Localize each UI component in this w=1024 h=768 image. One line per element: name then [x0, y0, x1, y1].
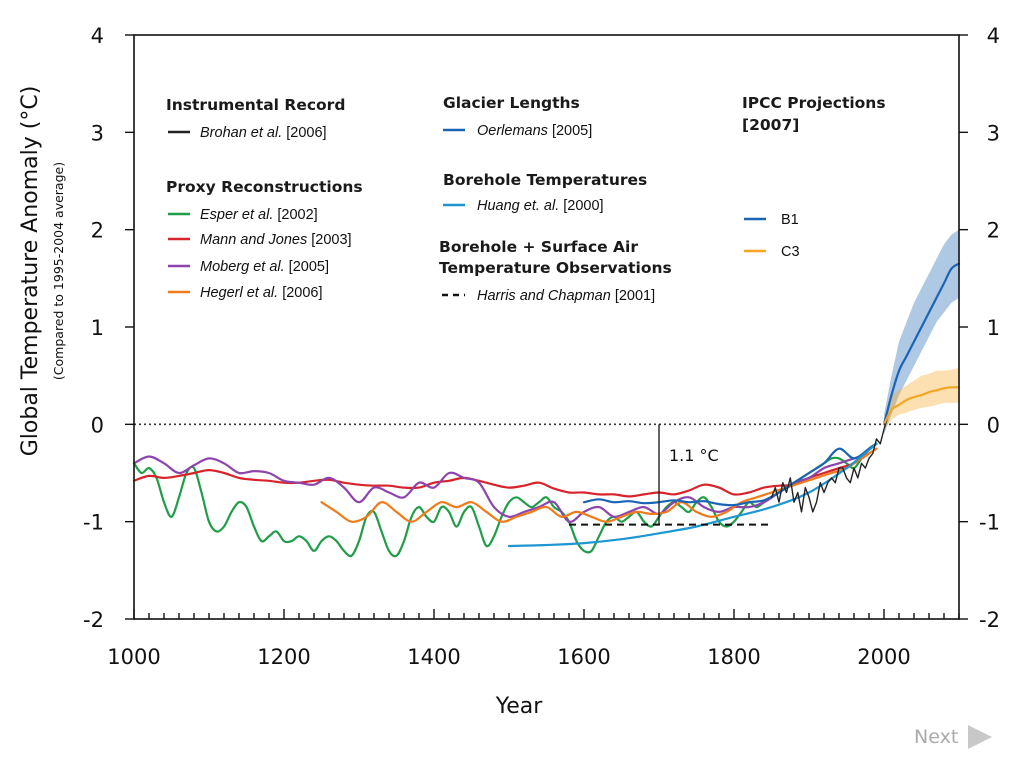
x-tick-label: 1400	[407, 645, 460, 669]
legend-label: Oerlemans [2005]	[477, 123, 592, 139]
legend-group-instrumental-record: Instrumental Record Brohan et al. [2006]	[166, 96, 345, 141]
y-tick-label-left: 1	[91, 316, 104, 340]
x-tick-label: 1000	[107, 645, 160, 669]
x-tick-label: 1200	[257, 645, 310, 669]
y-tick-label-right: 3	[987, 121, 1000, 145]
y-tick-label-right: -1	[979, 511, 1000, 535]
legend-heading: Borehole + Surface Air	[439, 238, 638, 256]
legend-label: Moberg et al. [2005]	[200, 259, 329, 275]
band-c3	[884, 367, 959, 430]
y-tick-label-left: 3	[91, 121, 104, 145]
projection-uncertainty-bands	[884, 229, 959, 435]
legend-group-glacier-lengths: Glacier Lengths Oerlemans [2005]	[443, 94, 592, 139]
legend-group-ipcc-projections: IPCC Projections [2007] B1 C3	[742, 94, 886, 260]
legend-heading: Glacier Lengths	[443, 94, 580, 112]
legend-heading: Instrumental Record	[166, 96, 345, 114]
y-tick-label-left: 4	[91, 24, 104, 48]
series-brohan-et-al-2006	[770, 418, 888, 513]
legend-label: Brohan et al. [2006]	[200, 125, 327, 141]
x-tick-label: 1800	[707, 645, 760, 669]
y-tick-label-right: -2	[979, 608, 1000, 632]
series-esper-et-al-2002	[132, 442, 878, 558]
y-tick-label-right: 2	[987, 219, 1000, 243]
legend-label: Hegerl et al. [2006]	[200, 285, 323, 301]
legend-heading: Borehole Temperatures	[443, 171, 647, 189]
series-mann-and-jones-2003	[132, 452, 871, 498]
legend: Instrumental Record Brohan et al. [2006] P…	[166, 94, 886, 304]
y-tick-label-right: 0	[987, 413, 1000, 437]
annotation-label: 1.1 °C	[669, 446, 719, 465]
y-axis-title: Global Temperature Anomaly (°C)	[18, 86, 43, 457]
series-oerlemans-2005	[582, 442, 878, 507]
series-moberg-et-al-2005	[132, 452, 871, 523]
y-tick-label-left: 0	[91, 413, 104, 437]
legend-label: B1	[781, 212, 799, 228]
y-tick-label-right: 4	[987, 24, 1000, 48]
legend-heading: Proxy Reconstructions	[166, 178, 363, 196]
x-tick-label: 2000	[857, 645, 910, 669]
legend-label: C3	[781, 244, 800, 260]
series-b1	[882, 262, 961, 426]
y-axis-subtitle: (Compared to 1995-2004 average)	[51, 162, 66, 380]
next-button[interactable]: Next	[914, 722, 993, 752]
series-c3	[882, 386, 961, 426]
band-b1	[884, 229, 959, 435]
legend-heading: Temperature Observations	[439, 259, 672, 277]
series-hegerl-et-al-2006	[320, 447, 878, 523]
y-tick-label-left: -1	[83, 511, 104, 535]
series-lines	[132, 262, 961, 558]
x-axis-title: Year	[495, 694, 544, 719]
legend-group-borehole-surface-air: Borehole + Surface Air Temperature Observ…	[439, 238, 672, 304]
y-tick-label-right: 1	[987, 316, 1000, 340]
axis-ticks: 1000 1200 1400 1600 1800 2000 -2 -2 -1 -1 0 0 1 1 2 2 3 3…	[83, 24, 1000, 669]
legend-group-proxy-reconstructions: Proxy Reconstructions Esper et al. [2002]…	[166, 178, 363, 301]
x-tick-label: 1600	[557, 645, 610, 669]
y-tick-label-left: -2	[83, 608, 104, 632]
y-tick-label-left: 2	[91, 219, 104, 243]
legend-label: Esper et al. [2002]	[200, 207, 318, 223]
legend-group-borehole-temperatures: Borehole Temperatures Huang et. al. [2000…	[443, 171, 647, 214]
legend-heading: [2007]	[742, 116, 799, 134]
legend-label: Harris and Chapman [2001]	[477, 288, 655, 304]
legend-heading: IPCC Projections	[742, 94, 886, 112]
legend-label: Huang et. al. [2000]	[477, 198, 604, 214]
annotation: 1.1 °C	[658, 424, 719, 525]
next-label: Next	[914, 726, 959, 748]
legend-label: Mann and Jones [2003]	[200, 232, 352, 248]
play-arrow-icon	[968, 725, 993, 749]
